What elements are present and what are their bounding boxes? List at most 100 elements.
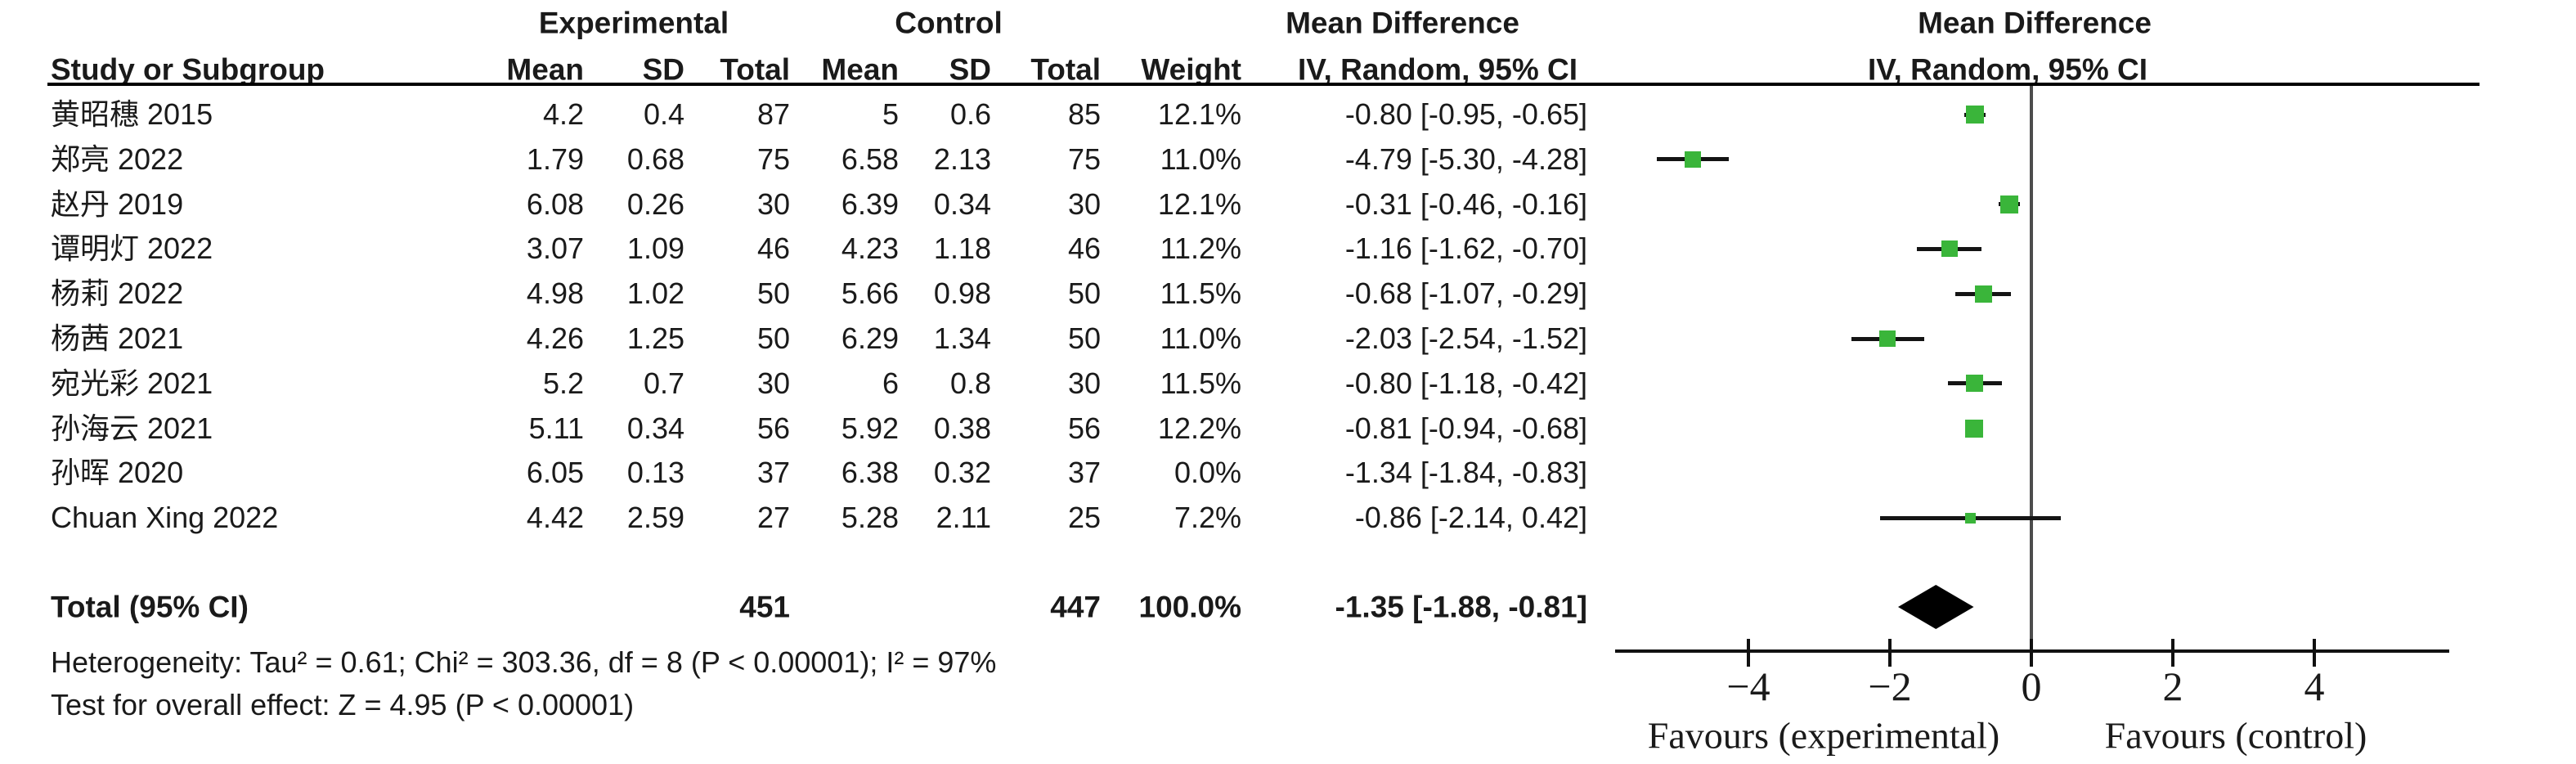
cell-mean-e: 4.98 bbox=[526, 276, 584, 311]
cell-mean-e: 6.05 bbox=[526, 456, 584, 490]
cell-total-c: 30 bbox=[1067, 366, 1101, 400]
summary-diamond bbox=[1898, 585, 1974, 629]
total-weight: 100.0% bbox=[1138, 590, 1242, 624]
cell-sd-c: 1.34 bbox=[933, 321, 991, 355]
axis-tick bbox=[2171, 639, 2174, 667]
cell-total-c: 37 bbox=[1067, 456, 1101, 490]
cell-weight: 11.5% bbox=[1160, 366, 1241, 400]
cell-sd-c: 2.11 bbox=[936, 501, 991, 535]
cell-mean-c: 5.92 bbox=[841, 411, 899, 445]
cell-sd-c: 0.98 bbox=[933, 276, 991, 311]
cell-sd-e: 2.59 bbox=[626, 501, 684, 535]
total-row-label: Total (95% CI) bbox=[51, 590, 249, 624]
cell-ci-text: -0.81 [-0.94, -0.68] bbox=[1344, 411, 1587, 445]
cell-weight: 12.1% bbox=[1157, 97, 1241, 131]
cell-ci-text: -0.80 [-0.95, -0.65] bbox=[1344, 97, 1587, 131]
cell-total-c: 50 bbox=[1067, 321, 1101, 355]
study-name: 孙晖 2020 bbox=[51, 456, 184, 490]
cell-mean-c: 5.28 bbox=[841, 501, 899, 535]
cell-sd-e: 0.26 bbox=[626, 187, 684, 221]
cell-total-e: 27 bbox=[756, 501, 790, 535]
col-header-exp-mean: Mean bbox=[506, 52, 584, 87]
zero-line bbox=[2030, 86, 2033, 651]
effect-square bbox=[1684, 151, 1701, 168]
cell-ci-text: -2.03 [-2.54, -1.52] bbox=[1344, 321, 1587, 355]
effect-square bbox=[1941, 240, 1958, 258]
cell-weight: 11.0% bbox=[1160, 142, 1241, 176]
header-underline bbox=[47, 83, 2480, 86]
group-header-experimental: Experimental bbox=[538, 6, 729, 40]
axis-tick-label: 2 bbox=[2162, 663, 2183, 709]
favours-left-label: Favours (experimental) bbox=[1647, 714, 2000, 757]
cell-mean-e: 5.11 bbox=[528, 411, 584, 445]
cell-sd-c: 0.8 bbox=[949, 366, 991, 400]
axis-tick-label: 4 bbox=[2304, 663, 2325, 709]
study-name: 郑亮 2022 bbox=[51, 142, 184, 176]
cell-mean-c: 4.23 bbox=[841, 231, 899, 266]
effect-square bbox=[1974, 285, 1992, 303]
cell-ci-text: -4.79 [-5.30, -4.28] bbox=[1344, 142, 1587, 176]
effect-square bbox=[2000, 195, 2019, 213]
cell-ci-text: -1.16 [-1.62, -0.70] bbox=[1344, 231, 1587, 266]
effect-square bbox=[1966, 375, 1984, 393]
study-name: 谭明灯 2022 bbox=[51, 231, 213, 266]
cell-sd-e: 0.68 bbox=[626, 142, 684, 176]
axis-tick bbox=[1747, 639, 1750, 667]
cell-weight: 0.0% bbox=[1174, 456, 1241, 490]
cell-total-e: 50 bbox=[756, 276, 790, 311]
study-name: 宛光彩 2021 bbox=[51, 366, 213, 400]
cell-mean-c: 6.39 bbox=[841, 187, 899, 221]
cell-mean-e: 6.08 bbox=[526, 187, 584, 221]
cell-total-c: 75 bbox=[1067, 142, 1101, 176]
cell-weight: 11.5% bbox=[1160, 276, 1241, 311]
cell-total-e: 56 bbox=[756, 411, 790, 445]
col-header-exp-sd: SD bbox=[642, 52, 684, 87]
study-name: 杨茜 2021 bbox=[51, 321, 184, 355]
cell-weight: 11.0% bbox=[1160, 321, 1241, 355]
total-exp-n: 451 bbox=[739, 590, 790, 624]
favours-right-label: Favours (control) bbox=[2104, 714, 2367, 757]
md-stat-title: Mean Difference bbox=[1286, 6, 1519, 40]
cell-sd-c: 1.18 bbox=[933, 231, 991, 266]
cell-sd-c: 0.32 bbox=[933, 456, 991, 490]
cell-sd-e: 0.7 bbox=[643, 366, 684, 400]
cell-weight: 7.2% bbox=[1174, 501, 1241, 535]
cell-total-e: 30 bbox=[756, 187, 790, 221]
cell-mean-e: 4.42 bbox=[526, 501, 584, 535]
col-header-plot-ci: IV, Random, 95% CI bbox=[1867, 52, 2148, 87]
cell-weight: 11.2% bbox=[1160, 231, 1241, 266]
cell-mean-c: 6.38 bbox=[841, 456, 899, 490]
cell-total-c: 56 bbox=[1067, 411, 1101, 445]
overall-effect-note: Test for overall effect: Z = 4.95 (P < 0… bbox=[51, 688, 635, 721]
col-header-weight: Weight bbox=[1141, 52, 1241, 87]
axis-tick-label: −4 bbox=[1726, 663, 1770, 709]
cell-sd-e: 1.02 bbox=[626, 276, 684, 311]
cell-mean-c: 6 bbox=[882, 366, 899, 400]
cell-mean-c: 5 bbox=[882, 97, 899, 131]
study-name: 孙海云 2021 bbox=[51, 411, 213, 445]
effect-square bbox=[1965, 512, 1977, 524]
cell-sd-e: 0.4 bbox=[643, 97, 684, 131]
col-header-stat-ci: IV, Random, 95% CI bbox=[1297, 52, 1578, 87]
col-header-ctl-sd: SD bbox=[949, 52, 991, 87]
group-header-control: Control bbox=[895, 6, 1003, 40]
cell-total-c: 85 bbox=[1067, 97, 1101, 131]
axis-tick bbox=[2030, 639, 2033, 667]
col-header-ctl-total: Total bbox=[1030, 52, 1101, 87]
cell-total-c: 25 bbox=[1067, 501, 1101, 535]
effect-square bbox=[1965, 106, 1984, 124]
cell-sd-c: 0.6 bbox=[949, 97, 991, 131]
cell-mean-e: 5.2 bbox=[542, 366, 584, 400]
cell-sd-e: 0.34 bbox=[626, 411, 684, 445]
cell-total-c: 30 bbox=[1067, 187, 1101, 221]
cell-mean-c: 6.29 bbox=[841, 321, 899, 355]
cell-ci-text: -1.34 [-1.84, -0.83] bbox=[1344, 456, 1587, 490]
cell-sd-e: 1.25 bbox=[626, 321, 684, 355]
cell-ci-text: -0.68 [-1.07, -0.29] bbox=[1344, 276, 1587, 311]
study-name: 黄昭穗 2015 bbox=[51, 97, 213, 131]
cell-sd-c: 2.13 bbox=[933, 142, 991, 176]
axis-tick bbox=[1888, 639, 1892, 667]
study-name: 赵丹 2019 bbox=[51, 187, 184, 221]
cell-mean-e: 4.26 bbox=[526, 321, 584, 355]
cell-mean-c: 5.66 bbox=[841, 276, 899, 311]
